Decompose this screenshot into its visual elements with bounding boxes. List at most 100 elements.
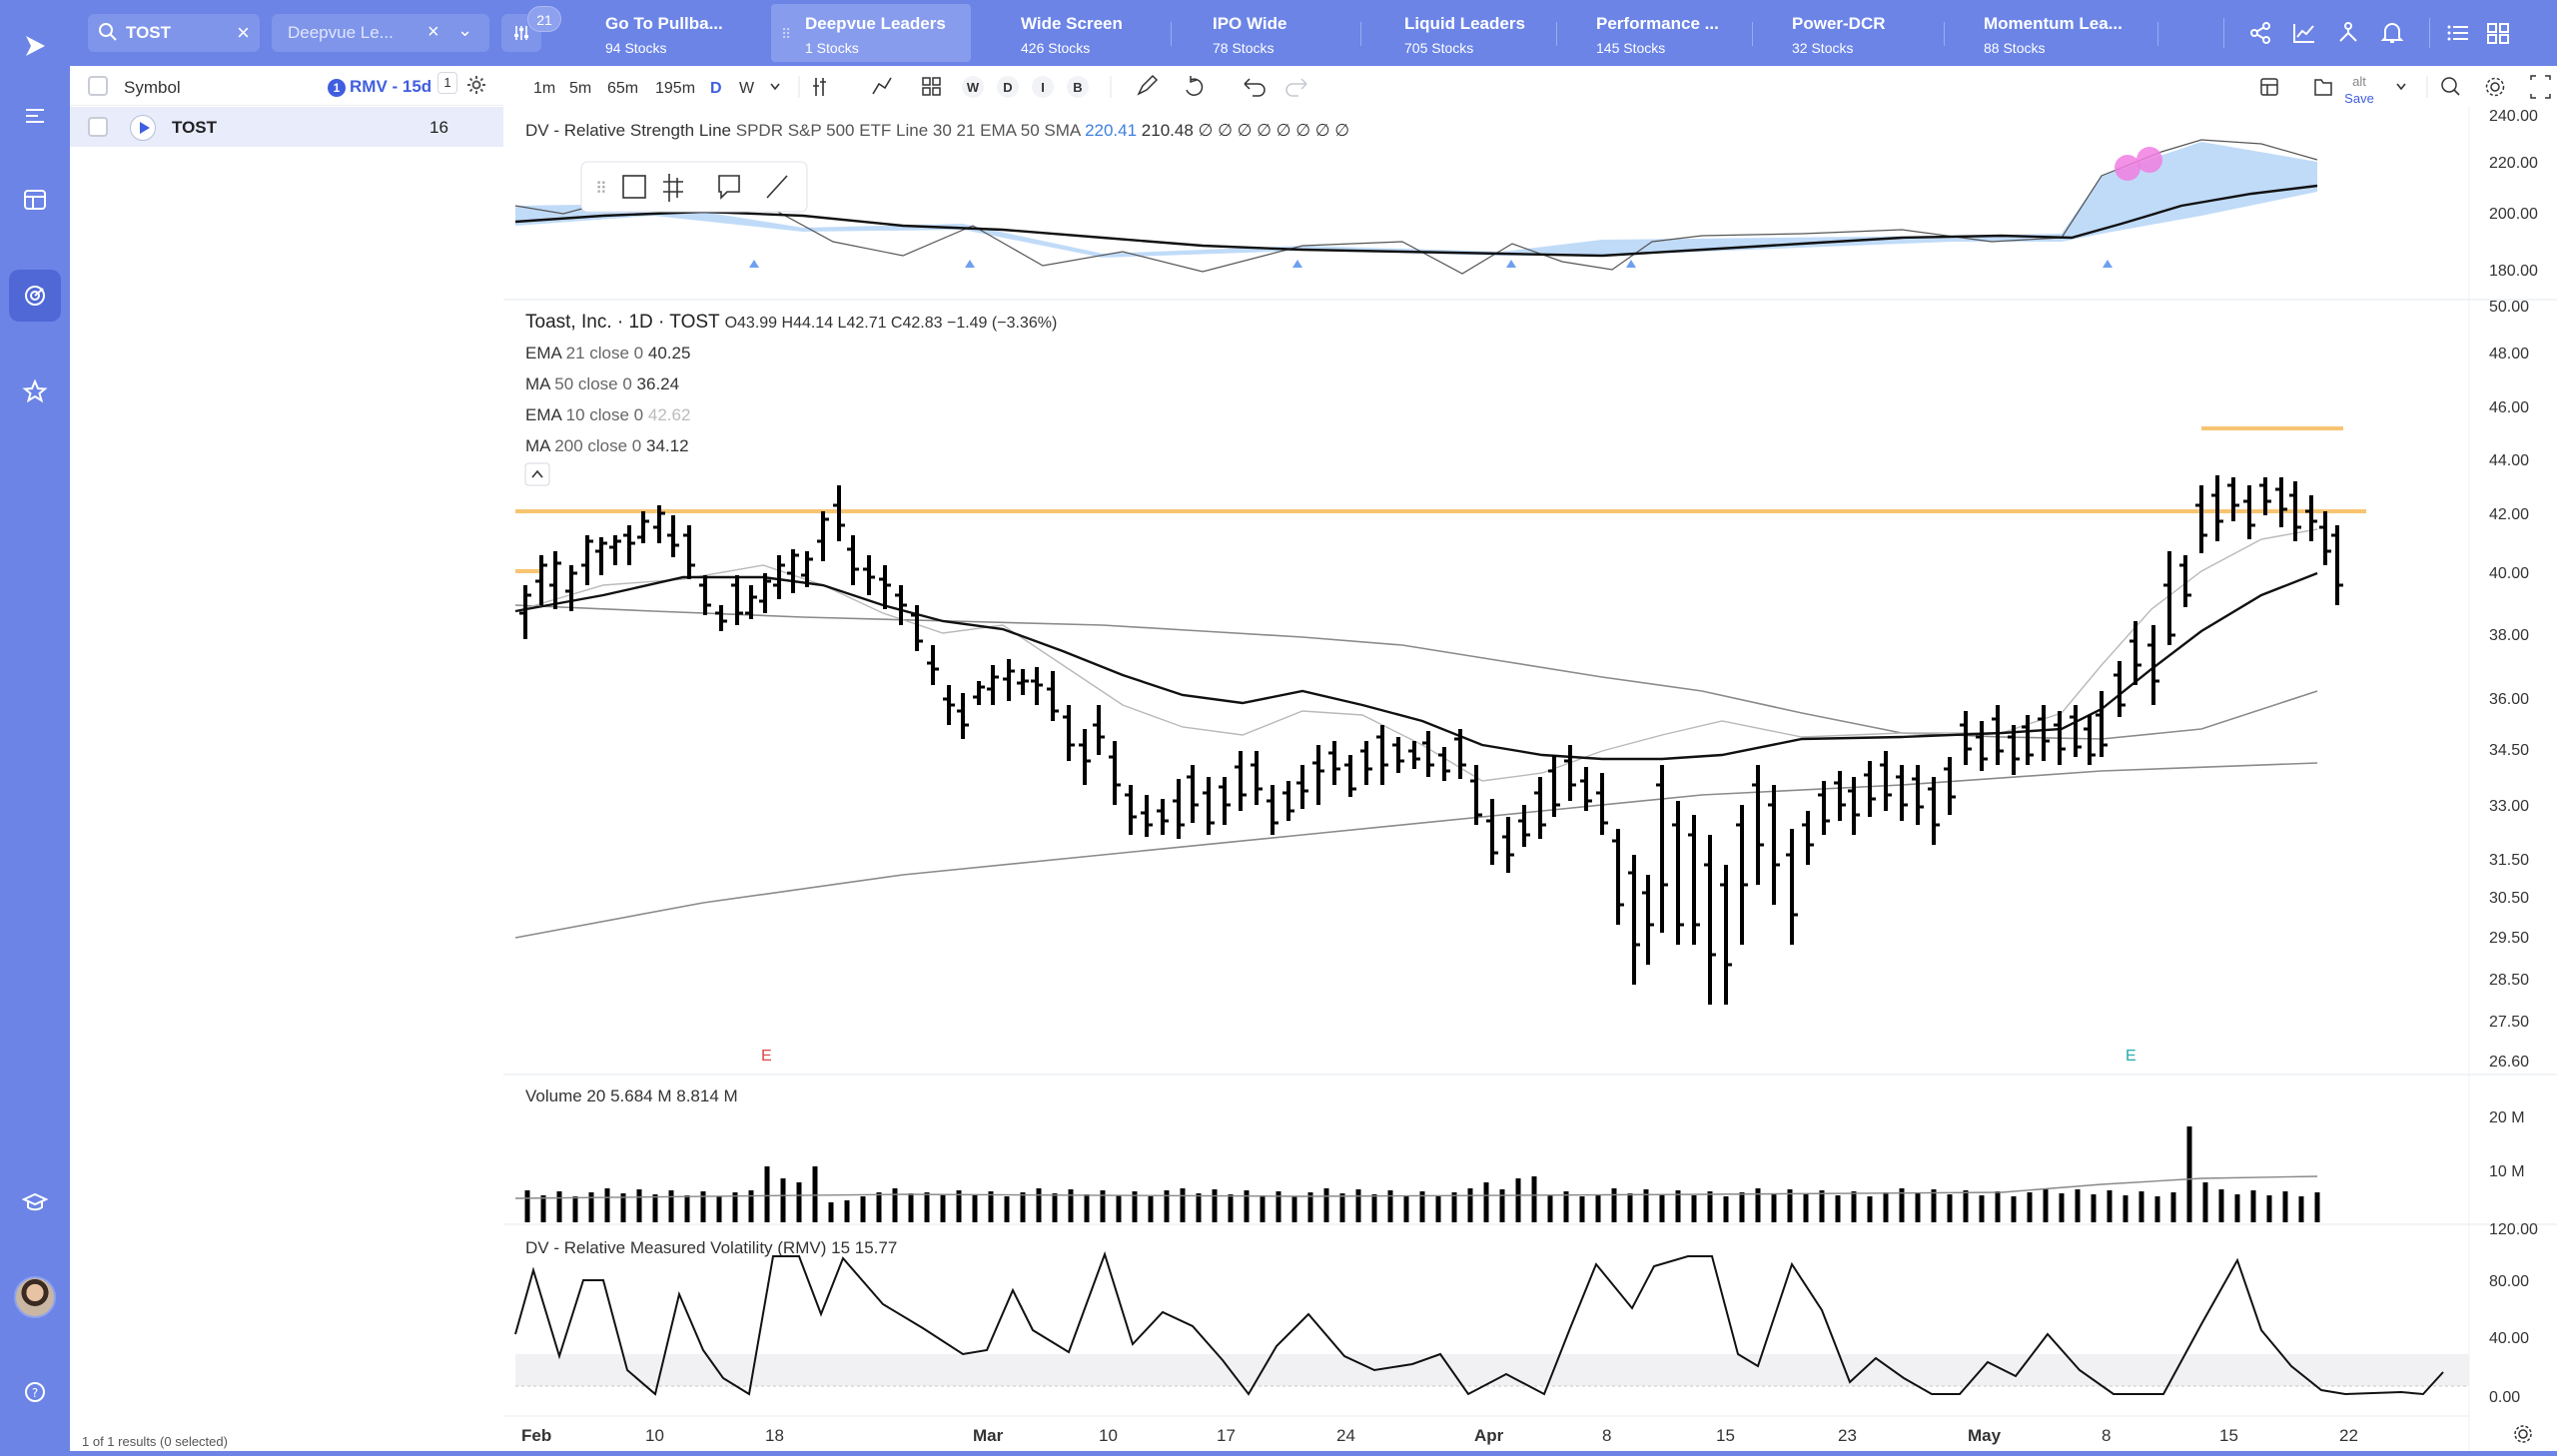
- interval-d[interactable]: D: [710, 80, 722, 97]
- toolbar-separator: [2223, 18, 2224, 48]
- list-dropdown[interactable]: Deepvue Le... × ⌄: [272, 14, 489, 52]
- period-i[interactable]: I: [1041, 80, 1045, 95]
- interval-w[interactable]: W: [739, 80, 755, 97]
- save-button[interactable]: Save: [2344, 91, 2374, 106]
- save-chevron-icon[interactable]: [2396, 83, 2406, 91]
- study-ma50[interactable]: MA 50 close 0 36.24: [525, 374, 679, 393]
- period-d[interactable]: D: [1003, 80, 1012, 95]
- chevron-down-icon[interactable]: ⌄: [457, 20, 473, 40]
- select-all-checkbox[interactable]: [88, 76, 108, 96]
- undo-icon[interactable]: [1244, 78, 1266, 97]
- share-icon[interactable]: [2247, 20, 2273, 46]
- play-icon[interactable]: [130, 115, 156, 141]
- price-bar: [623, 525, 635, 565]
- price-bar: [833, 485, 845, 541]
- redo-icon[interactable]: [1285, 78, 1307, 97]
- rs-legend: DV - Relative Strength Line SPDR S&P 500…: [525, 121, 1349, 140]
- filter-button[interactable]: 21: [501, 6, 561, 52]
- screen-tab-ipo-wide[interactable]: IPO Wide 78 Stocks: [1213, 4, 1372, 62]
- drag-handle-icon[interactable]: ⠿: [781, 26, 792, 42]
- screen-tab-go-to-pullback[interactable]: Go To Pullba... 94 Stocks: [605, 4, 805, 62]
- search-input[interactable]: TOST ×: [88, 14, 260, 52]
- axis-settings-icon[interactable]: [2514, 1425, 2532, 1443]
- price-bar: [683, 525, 695, 579]
- symbol-column-header[interactable]: Symbol: [124, 78, 181, 97]
- clear-search-icon[interactable]: ×: [237, 20, 250, 45]
- star-icon[interactable]: [9, 365, 61, 417]
- templates-icon[interactable]: [922, 77, 941, 96]
- screen-tab-performance[interactable]: Performance ... 145 Stocks: [1596, 4, 1766, 62]
- interval-chevron-icon[interactable]: [770, 83, 780, 91]
- drag-handle-icon[interactable]: ⠿: [595, 181, 607, 198]
- gear-icon[interactable]: [465, 74, 487, 96]
- comment-tool-icon[interactable]: [718, 175, 740, 200]
- price-tick: 44.00: [2489, 452, 2529, 469]
- collapse-legend-button[interactable]: [524, 462, 550, 486]
- fullscreen-icon[interactable]: [2530, 75, 2551, 99]
- price-bar: [565, 565, 577, 611]
- price-bar: [1896, 765, 1908, 821]
- screen-tab-momentum-leaders[interactable]: Momentum Lea... 88 Stocks: [1984, 4, 2163, 62]
- menu-icon[interactable]: [9, 90, 61, 142]
- interval-1m[interactable]: 1m: [533, 80, 555, 97]
- refresh-icon[interactable]: [1186, 76, 1204, 96]
- rmv-column-header[interactable]: 1 RMV - 15d: [328, 77, 431, 97]
- study-value: 36.24: [637, 374, 680, 393]
- price-bar: [1003, 659, 1015, 701]
- avatar[interactable]: [14, 1276, 56, 1318]
- screen-tab-name: Wide Screen: [1021, 14, 1123, 33]
- screen-tab-deepvue-leaders[interactable]: ⠿ Deepvue Leaders 1 Stocks: [771, 4, 971, 62]
- svg-text:?: ?: [32, 1386, 38, 1400]
- price-bar: [1564, 745, 1576, 801]
- study-ma200[interactable]: MA 200 close 0 34.12: [525, 436, 689, 455]
- interval-65m[interactable]: 65m: [607, 80, 638, 97]
- price-bar: [715, 605, 727, 631]
- screen-tab-count: 78 Stocks: [1213, 40, 1275, 56]
- study-ema10[interactable]: EMA 10 close 0 42.62: [525, 405, 690, 424]
- clear-list-icon[interactable]: ×: [427, 21, 439, 43]
- screen-tab-liquid-leaders[interactable]: Liquid Leaders 705 Stocks: [1404, 4, 1564, 62]
- interval-195m[interactable]: 195m: [655, 80, 695, 97]
- scanner-icon[interactable]: [2335, 20, 2361, 46]
- radar-icon[interactable]: [9, 270, 61, 322]
- bars-style-icon[interactable]: [813, 78, 826, 96]
- table-row[interactable]: TOST 16: [70, 107, 503, 147]
- grid-view-icon[interactable]: [2485, 20, 2511, 46]
- rectangle-tool-icon[interactable]: [622, 175, 646, 199]
- education-icon[interactable]: [9, 1176, 61, 1228]
- screen-tab-wide-screen[interactable]: Wide Screen 426 Stocks: [1021, 4, 1181, 62]
- interval-5m[interactable]: 5m: [569, 80, 591, 97]
- layout-icon[interactable]: [9, 174, 61, 226]
- rs-marker: [1506, 260, 1516, 268]
- fib-tool-icon[interactable]: [663, 174, 683, 202]
- layout-panel-icon[interactable]: [2260, 78, 2278, 96]
- zoom-icon[interactable]: [2441, 77, 2460, 96]
- chart-settings-icon[interactable]: [2485, 77, 2505, 97]
- price-bar: [2305, 495, 2317, 541]
- row-checkbox[interactable]: [88, 117, 108, 137]
- logo-icon[interactable]: [9, 20, 61, 72]
- period-w[interactable]: W: [967, 80, 980, 95]
- price-bar: [2096, 691, 2108, 757]
- screen-tab-count: 705 Stocks: [1404, 40, 1474, 56]
- period-b[interactable]: B: [1073, 80, 1082, 95]
- pencil-icon[interactable]: [1137, 74, 1159, 96]
- study-ema21[interactable]: EMA 21 close 0 40.25: [525, 344, 690, 363]
- line-tool-icon[interactable]: [766, 175, 788, 199]
- earnings-marker[interactable]: E: [2126, 1048, 2136, 1065]
- list-icon[interactable]: [2445, 20, 2471, 46]
- chart-layout-icon[interactable]: [2291, 20, 2317, 46]
- rs-triangle-markers: [749, 260, 2113, 268]
- folder-icon[interactable]: [2314, 79, 2332, 96]
- rs-new-high-dot: [2115, 155, 2140, 181]
- indicators-icon[interactable]: [872, 77, 892, 95]
- bell-icon[interactable]: [2379, 20, 2405, 46]
- earnings-marker[interactable]: E: [761, 1048, 772, 1065]
- x-tick: 10: [1099, 1426, 1118, 1445]
- price-bar: [847, 535, 859, 585]
- chart-canvas[interactable]: 1m 5m 65m 195m D W W D I B: [503, 66, 2557, 1451]
- screen-tab-power-dcr[interactable]: Power-DCR 32 Stocks: [1792, 4, 1952, 62]
- price-bar: [1063, 705, 1075, 761]
- chart-area[interactable]: 1m 5m 65m 195m D W W D I B: [503, 66, 2557, 1451]
- help-icon[interactable]: ?: [9, 1366, 61, 1418]
